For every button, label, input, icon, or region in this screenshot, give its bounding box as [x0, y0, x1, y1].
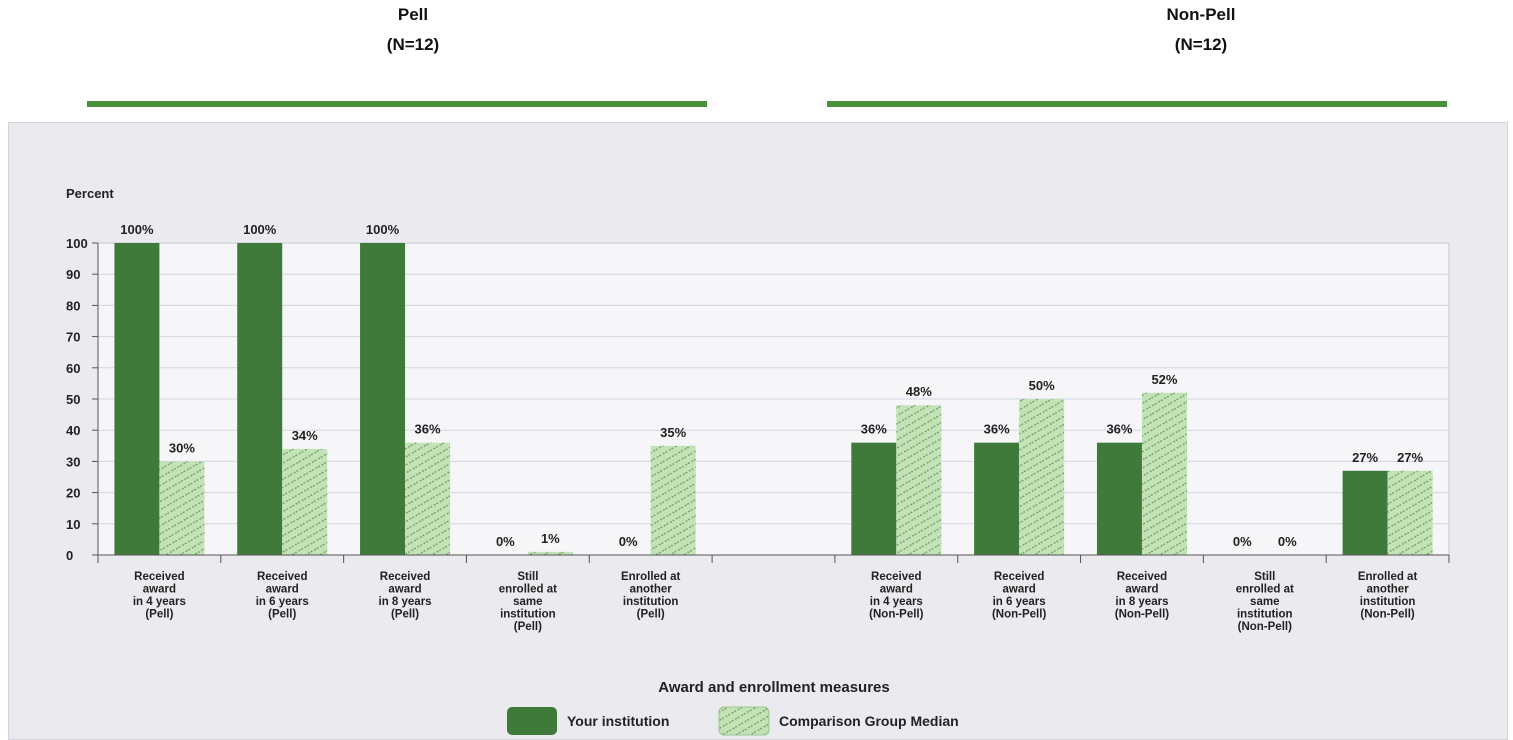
legend-label-comparison: Comparison Group Median — [779, 713, 959, 729]
data-label-your-institution: 100% — [366, 222, 400, 237]
bar-comparison-median — [1141, 392, 1187, 555]
x-category-label: Enrolled at another institution (Pell) — [621, 571, 681, 621]
bar-comparison-median — [1387, 470, 1433, 555]
y-tick-label: 80 — [66, 298, 80, 313]
group-title-pell: Pell (N=12) — [293, 0, 533, 60]
axes: Percent Award and enrollment measures 0 1… — [66, 186, 1450, 696]
bar-comparison-median — [650, 445, 696, 555]
bar-comparison-median — [405, 442, 451, 555]
data-label-your-institution: 36% — [1106, 422, 1132, 437]
data-label-your-institution: 27% — [1352, 450, 1378, 465]
bar-your-institution — [237, 243, 283, 555]
group-divider-non-pell — [827, 101, 1447, 107]
bar-your-institution — [851, 442, 897, 555]
group-count: (N=12) — [386, 35, 440, 54]
y-tick-label: 20 — [66, 486, 80, 501]
bar-your-institution — [974, 442, 1020, 555]
y-tick-label: 100 — [66, 236, 88, 251]
x-category-label: Still enrolled at same institution (Pell) — [499, 571, 557, 633]
bar-your-institution — [114, 243, 160, 555]
group-title-non-pell: Non-Pell (N=12) — [1081, 0, 1321, 60]
data-label-your-institution: 100% — [120, 222, 154, 237]
data-label-your-institution: 0% — [619, 534, 638, 549]
data-label-comparison-median: 36% — [415, 422, 441, 437]
y-tick-label: 50 — [66, 392, 80, 407]
data-label-comparison-median: 50% — [1029, 378, 1055, 393]
x-axis-title: Award and enrollment measures — [658, 679, 889, 696]
data-label-your-institution: 0% — [1233, 534, 1252, 549]
y-tick-label: 0 — [66, 548, 73, 563]
data-label-your-institution: 100% — [243, 222, 277, 237]
data-label-your-institution: 36% — [861, 422, 887, 437]
data-label-your-institution: 36% — [984, 422, 1010, 437]
data-label-your-institution: 0% — [496, 534, 515, 549]
y-tick-label: 90 — [66, 267, 80, 282]
y-axis-title: Percent — [66, 186, 114, 201]
x-category-label: Received award in 4 years (Non-Pell) — [869, 571, 923, 621]
x-category-label: Enrolled at another institution (Non-Pell) — [1358, 571, 1418, 621]
data-labels: 100% 30% 100% 34% 100% 36% 0% 1% 0% 35% 36% 48% 36% 5… — [120, 222, 1423, 549]
data-label-comparison-median: 35% — [660, 425, 686, 440]
bar-your-institution — [1096, 442, 1142, 555]
y-tick-label: 10 — [66, 517, 80, 532]
x-category-label: Received award in 6 years (Pell) — [256, 571, 309, 621]
legend: Your institution Comparison Group Median — [507, 706, 959, 736]
legend-label-institution: Your institution — [567, 713, 669, 729]
bar-comparison-median — [159, 461, 205, 555]
group-count: (N=12) — [1174, 35, 1228, 54]
data-label-comparison-median: 27% — [1397, 450, 1423, 465]
data-label-comparison-median: 1% — [541, 531, 560, 546]
group-divider-pell — [87, 101, 707, 107]
x-category-label: Received award in 6 years (Non-Pell) — [992, 571, 1046, 621]
y-tick-label: 60 — [66, 361, 80, 376]
bar-comparison-median — [896, 405, 942, 555]
bar-comparison-median — [1019, 399, 1065, 555]
bar-your-institution — [360, 243, 406, 555]
x-category-label: Still enrolled at same institution (Non-Pell… — [1236, 571, 1294, 633]
group-name: Pell — [397, 5, 429, 24]
y-tick-label: 70 — [66, 330, 80, 345]
y-tick-label: 30 — [66, 454, 80, 469]
data-label-comparison-median: 48% — [906, 384, 932, 399]
data-label-comparison-median: 30% — [169, 440, 195, 455]
data-label-comparison-median: 34% — [292, 428, 318, 443]
x-category-label: Received award in 8 years (Pell) — [379, 571, 432, 621]
x-category-label: Received award in 8 years (Non-Pell) — [1115, 571, 1169, 621]
bars — [114, 243, 1433, 555]
data-label-comparison-median: 0% — [1278, 534, 1297, 549]
group-name: Non-Pell — [1166, 5, 1236, 24]
x-category-label: Received award in 4 years (Pell) — [133, 571, 186, 621]
bar-your-institution — [1342, 470, 1388, 555]
bar-comparison-median — [282, 448, 328, 555]
legend-swatch-comparison — [718, 706, 770, 736]
legend-swatch-institution — [507, 707, 557, 735]
data-label-comparison-median: 52% — [1151, 372, 1177, 387]
bar-comparison-median — [527, 551, 573, 555]
y-tick-label: 40 — [66, 423, 80, 438]
